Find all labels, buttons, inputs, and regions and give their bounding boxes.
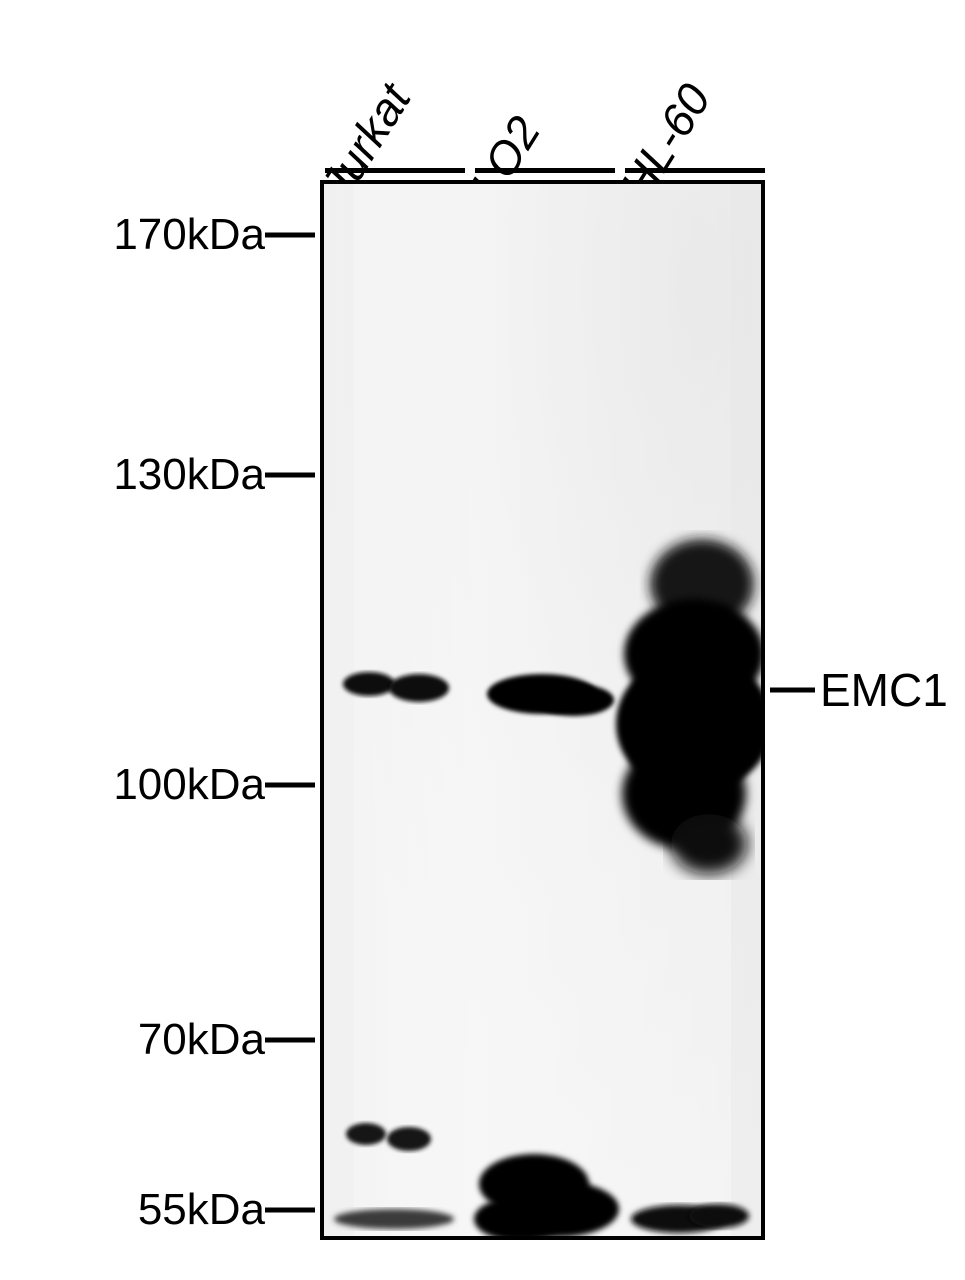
mw-marker-label: 70kDa xyxy=(138,1015,265,1065)
lane-underline xyxy=(325,168,465,173)
mw-marker-tick xyxy=(265,1038,315,1043)
lane-underline xyxy=(625,168,765,173)
band-blob xyxy=(671,814,747,874)
mw-marker-tick xyxy=(265,473,315,478)
lane-underline xyxy=(475,168,615,173)
band-blob xyxy=(346,1123,386,1145)
mw-marker-tick xyxy=(265,783,315,788)
band-blob xyxy=(389,674,449,702)
band-blob xyxy=(334,1209,454,1229)
band-blob xyxy=(689,1204,749,1228)
western-blot-figure: Jurkat LO2 HL-60 170kDa 130kDa 100kDa 70… xyxy=(0,0,965,1280)
band-blob xyxy=(387,1127,431,1151)
mw-marker-label: 170kDa xyxy=(113,210,265,260)
band-blob xyxy=(343,672,395,696)
mw-marker-tick xyxy=(265,233,315,238)
mw-marker-label: 130kDa xyxy=(113,450,265,500)
membrane-svg xyxy=(324,184,761,1236)
mw-marker-tick xyxy=(265,1208,315,1213)
mw-marker-label: 100kDa xyxy=(113,760,265,810)
blot-membrane xyxy=(320,180,765,1240)
target-band-label: EMC1 xyxy=(820,663,948,717)
band-blob xyxy=(534,684,614,716)
mw-marker-label: 55kDa xyxy=(138,1185,265,1235)
target-band-tick xyxy=(770,688,815,693)
